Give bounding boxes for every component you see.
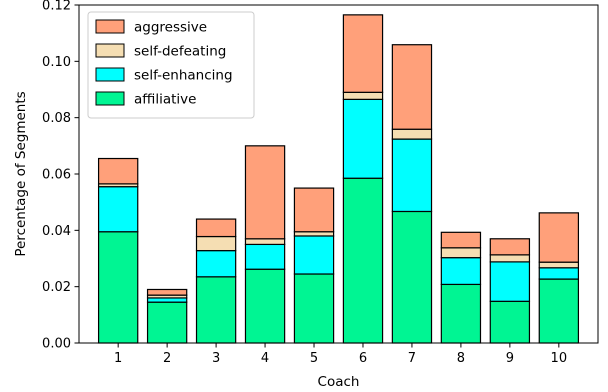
x-tick-label: 4 bbox=[261, 351, 269, 366]
x-tick-label: 10 bbox=[551, 351, 568, 366]
bar-segment-affiliative-coach-8 bbox=[440, 283, 482, 344]
bar-segment-self-defeating-coach-8 bbox=[440, 247, 482, 259]
legend-frame bbox=[87, 11, 255, 119]
bar-segment-self-defeating-coach-4 bbox=[244, 238, 286, 246]
bar-segment-affiliative-coach-7 bbox=[391, 210, 433, 344]
legend: aggressive self-defeating self-enhancing af… bbox=[87, 11, 255, 119]
bar-segment-aggressive-coach-5 bbox=[293, 187, 335, 233]
bar-segment-self-defeating-coach-9 bbox=[489, 254, 531, 263]
y-axis-label: Percentage of Segments bbox=[13, 91, 29, 256]
legend-swatch-self-enhancing bbox=[95, 67, 125, 82]
bar-segment-self-enhancing-coach-3 bbox=[195, 250, 237, 278]
bar-segment-affiliative-coach-3 bbox=[195, 276, 237, 344]
bar-segment-affiliative-coach-10 bbox=[538, 278, 580, 344]
legend-label-self-enhancing: self-enhancing bbox=[134, 68, 233, 84]
bar-segment-aggressive-coach-3 bbox=[195, 218, 237, 238]
bar-segment-aggressive-coach-8 bbox=[440, 231, 482, 249]
bar-segment-aggressive-coach-7 bbox=[391, 44, 433, 130]
x-tick-label: 8 bbox=[457, 351, 465, 366]
x-tick-label: 9 bbox=[506, 351, 514, 366]
bar-segment-self-enhancing-coach-9 bbox=[489, 261, 531, 302]
bar-segment-self-enhancing-coach-5 bbox=[293, 235, 335, 275]
bar-segment-self-defeating-coach-6 bbox=[342, 91, 384, 100]
x-tick-label: 6 bbox=[359, 351, 367, 366]
bar-segment-affiliative-coach-4 bbox=[244, 268, 286, 344]
y-tick-label: 0.02 bbox=[42, 280, 71, 295]
bar-segment-affiliative-coach-1 bbox=[97, 231, 139, 344]
y-tick-label: 0.06 bbox=[42, 168, 71, 183]
legend-swatch-self-defeating bbox=[95, 43, 125, 58]
legend-label-aggressive: aggressive bbox=[134, 20, 207, 36]
bar-segment-affiliative-coach-2 bbox=[146, 301, 188, 344]
bar-segment-self-defeating-coach-5 bbox=[293, 231, 335, 237]
bar-segment-aggressive-coach-6 bbox=[342, 14, 384, 93]
bar-segment-aggressive-coach-1 bbox=[97, 157, 139, 185]
bar-segment-affiliative-coach-6 bbox=[342, 177, 384, 344]
bar-segment-aggressive-coach-10 bbox=[538, 212, 580, 263]
axes-layer: 0.00 0.02 0.04 0.06 0.08 0.10 0.12 1 2 3 4 5 6 7 8 9 10 bbox=[42, 0, 599, 366]
y-tick-label: 0.12 bbox=[42, 0, 71, 14]
x-tick-label: 5 bbox=[310, 351, 318, 366]
bar-segment-aggressive-coach-4 bbox=[244, 145, 286, 240]
y-tick-label: 0.08 bbox=[42, 111, 71, 126]
bar-segment-self-enhancing-coach-2 bbox=[146, 297, 188, 303]
x-tick-label: 7 bbox=[408, 351, 416, 366]
bar-segment-self-defeating-coach-10 bbox=[538, 261, 580, 269]
bar-segment-self-enhancing-coach-8 bbox=[440, 257, 482, 286]
x-tick-label: 3 bbox=[212, 351, 220, 366]
bar-segment-self-enhancing-coach-6 bbox=[342, 98, 384, 179]
x-axis-label: Coach bbox=[318, 374, 360, 390]
legend-label-affiliative: affiliative bbox=[134, 92, 196, 108]
bar-segment-self-enhancing-coach-1 bbox=[97, 186, 139, 233]
x-tick-label: 2 bbox=[163, 351, 171, 366]
y-tick-label: 0.04 bbox=[42, 224, 71, 239]
bar-segment-self-enhancing-coach-10 bbox=[538, 267, 580, 280]
bar-segment-self-enhancing-coach-7 bbox=[391, 138, 433, 213]
legend-label-self-defeating: self-defeating bbox=[134, 44, 226, 60]
bars-layer bbox=[97, 14, 580, 344]
y-tick-label: 0.10 bbox=[42, 55, 71, 70]
bar-segment-aggressive-coach-9 bbox=[489, 238, 531, 256]
legend-swatch-aggressive bbox=[95, 19, 125, 34]
bar-segment-affiliative-coach-9 bbox=[489, 300, 531, 344]
bar-segment-self-defeating-coach-3 bbox=[195, 235, 237, 252]
bar-segment-affiliative-coach-5 bbox=[293, 273, 335, 344]
y-tick-label: 0.00 bbox=[42, 337, 71, 352]
x-tick-label: 1 bbox=[114, 351, 122, 366]
legend-swatch-affiliative bbox=[95, 91, 125, 106]
bar-segment-self-defeating-coach-7 bbox=[391, 128, 433, 140]
bar-segment-aggressive-coach-2 bbox=[146, 288, 188, 296]
bar-segment-self-enhancing-coach-4 bbox=[244, 243, 286, 270]
